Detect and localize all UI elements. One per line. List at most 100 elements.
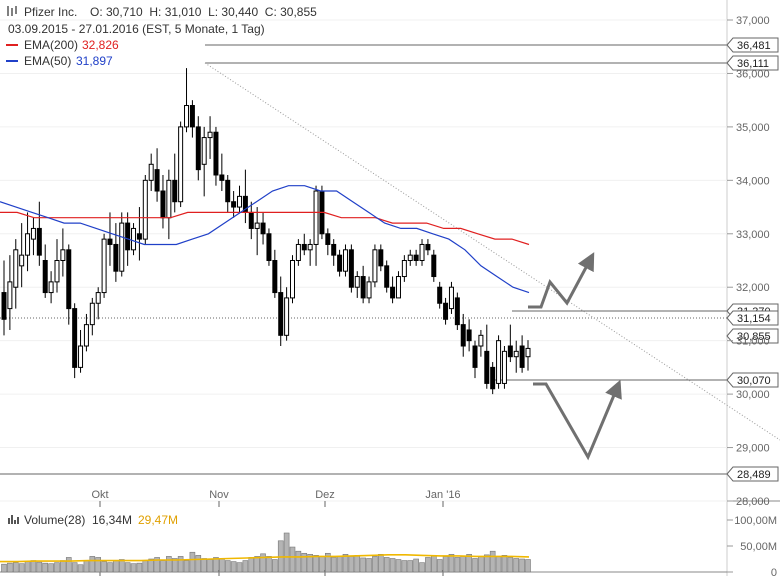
- x-tick-label: Jan '16: [425, 489, 460, 501]
- candle-body: [160, 190, 166, 219]
- ema50-value: 31,897: [76, 54, 113, 68]
- candle-body: [519, 345, 525, 368]
- ticker-name: Pfizer Inc.: [24, 5, 77, 19]
- volume-average: 29,47M: [138, 513, 178, 527]
- y-tick-label: 28,000: [736, 496, 770, 508]
- ohlc-values: O: 30,710 H: 31,010 L: 30,440 C: 30,855: [90, 5, 317, 19]
- candle-body: [101, 238, 107, 294]
- volume-bar: [113, 560, 119, 573]
- candle: [30, 217, 36, 256]
- candle: [148, 153, 154, 192]
- candle: [448, 281, 454, 314]
- volume-bar: [336, 556, 343, 573]
- candle: [225, 174, 231, 213]
- volume-bar: [213, 557, 219, 573]
- candle: [307, 239, 313, 266]
- candle-body: [384, 265, 390, 288]
- volume-bar: [36, 561, 43, 573]
- price-level-label: 30,855: [737, 331, 771, 343]
- price-level-tag: [726, 328, 779, 344]
- volume-bar: [18, 563, 25, 573]
- candle: [83, 313, 89, 352]
- candle: [519, 335, 525, 373]
- candle-body: [219, 174, 225, 181]
- ema50-line: [0, 185, 530, 294]
- candle: [289, 255, 295, 304]
- candle-body: [431, 254, 437, 278]
- candle: [496, 335, 502, 389]
- volume-bar: [65, 557, 72, 573]
- candle: [342, 244, 348, 277]
- candle-body: [266, 233, 272, 261]
- candle: [278, 276, 284, 347]
- candle: [178, 121, 184, 208]
- candle-body: [213, 131, 219, 176]
- volume-bar: [7, 562, 13, 573]
- candle-body: [13, 249, 19, 288]
- volume-bar: [501, 555, 508, 573]
- candle-body: [478, 334, 484, 347]
- trend-line: [204, 62, 780, 441]
- candle: [142, 174, 148, 245]
- candle: [66, 244, 72, 325]
- legend: Pfizer Inc. O: 30,710 H: 31,010 L: 30,44…: [6, 5, 317, 68]
- candle-body: [501, 350, 507, 384]
- price-level-tag: [726, 55, 779, 71]
- candle: [395, 271, 401, 299]
- volume-bar: [348, 556, 355, 573]
- ema200-label: EMA(200): [24, 38, 78, 52]
- candle: [437, 281, 443, 309]
- candle: [501, 346, 507, 389]
- candle: [466, 319, 472, 352]
- candle: [254, 207, 260, 256]
- candle: [454, 292, 460, 330]
- volume-bar: [330, 557, 337, 573]
- candle: [425, 239, 431, 256]
- candle: [331, 239, 337, 266]
- volume-bar: [154, 557, 160, 573]
- candle: [513, 340, 519, 373]
- volume-bar: [42, 562, 49, 573]
- candle-body: [337, 254, 343, 272]
- candle-body: [172, 179, 178, 203]
- volume-bar: [495, 556, 502, 573]
- candle: [154, 148, 160, 202]
- volume-bar: [507, 557, 514, 573]
- candle-body: [1, 292, 7, 320]
- candle-body: [231, 201, 237, 208]
- candle-body: [178, 126, 184, 203]
- trend-drawings: [204, 62, 780, 461]
- volume-bar: [266, 556, 272, 573]
- price-level-label: 30,070: [737, 375, 771, 387]
- candle-body: [354, 276, 360, 288]
- volume-bar: [171, 558, 178, 573]
- volume-bar: [472, 558, 478, 573]
- candle-body: [443, 302, 449, 320]
- candle-body: [378, 249, 384, 267]
- candle: [101, 233, 107, 298]
- period-text: 03.09.2015 - 27.01.2016 (EST, 5 Monate, …: [8, 22, 265, 36]
- candle-body: [207, 131, 213, 139]
- volume-bar: [307, 554, 313, 573]
- candle: [490, 362, 496, 395]
- candle-body: [54, 260, 60, 283]
- volume-bar: [489, 550, 496, 573]
- volume-bar: [395, 559, 402, 573]
- price-level-label: 36,481: [737, 40, 771, 52]
- candle-body: [425, 243, 431, 251]
- candle: [131, 223, 137, 256]
- volume-bar: [12, 562, 19, 573]
- volume-bar: [325, 552, 331, 573]
- candle: [378, 244, 384, 272]
- candle: [231, 191, 237, 218]
- volume-bar: [24, 561, 31, 573]
- volume-bar: [242, 560, 249, 573]
- candle-body: [254, 222, 260, 229]
- volume-icon-bar-2: [11, 515, 13, 524]
- volume-bar: [454, 557, 461, 573]
- candle: [89, 297, 95, 336]
- candle-body: [142, 179, 148, 240]
- candle-body: [60, 249, 66, 261]
- volume-value: 16,34M: [92, 513, 132, 527]
